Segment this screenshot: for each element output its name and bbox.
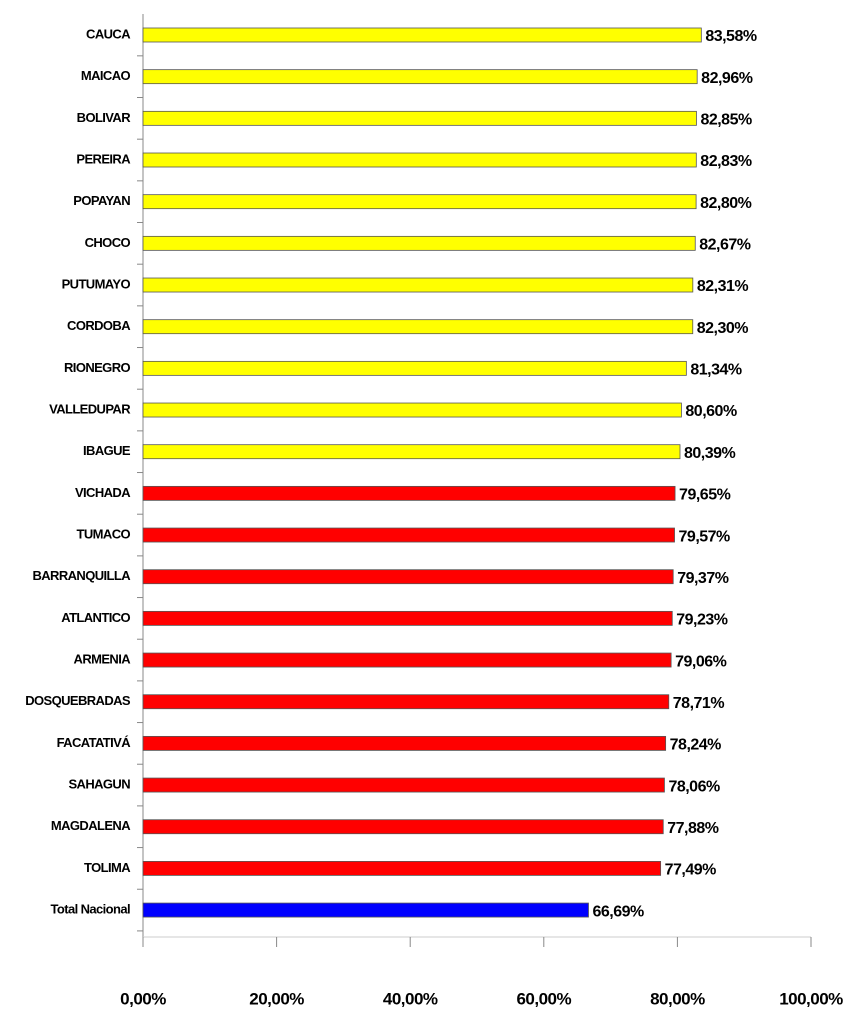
y-tick-label: POPAYAN xyxy=(73,193,130,208)
value-label: 79,37% xyxy=(677,570,729,587)
bar xyxy=(142,27,702,43)
value-label: 82,30% xyxy=(697,320,749,337)
y-tick-label: CHOCO xyxy=(85,235,131,250)
x-tick-label: 0,00% xyxy=(120,989,166,1008)
value-label: 82,80% xyxy=(700,195,752,212)
y-tick-label: ATLANTICO xyxy=(61,610,130,625)
bar xyxy=(142,694,670,710)
value-label: 77,88% xyxy=(667,820,719,837)
x-tick-label: 80,00% xyxy=(650,989,705,1008)
value-label: 82,83% xyxy=(700,153,752,170)
value-label: 82,96% xyxy=(701,70,753,87)
bar xyxy=(142,861,662,876)
y-tick-label: MAGDALENA xyxy=(51,818,131,833)
x-tick-label: 40,00% xyxy=(383,989,438,1008)
bar xyxy=(142,194,697,210)
value-label: 80,39% xyxy=(684,445,736,462)
value-label: 78,06% xyxy=(668,778,720,795)
y-tick-label: CORDOBA xyxy=(67,318,131,333)
bar xyxy=(142,277,694,293)
bar xyxy=(142,652,672,668)
value-label: 66,69% xyxy=(592,903,644,920)
y-tick-label: IBAGUE xyxy=(83,443,131,458)
y-tick-label: BARRANQUILLA xyxy=(32,568,131,583)
bar xyxy=(142,360,687,376)
bar xyxy=(142,110,697,126)
bar xyxy=(142,902,589,918)
bar xyxy=(142,819,664,835)
value-label: 82,85% xyxy=(700,112,752,129)
bar xyxy=(142,235,696,251)
value-label: 79,65% xyxy=(679,487,731,504)
value-label: 82,67% xyxy=(699,237,751,254)
bar xyxy=(142,777,665,793)
value-label: 79,23% xyxy=(676,612,728,629)
bar xyxy=(142,485,676,501)
bar xyxy=(142,402,682,418)
value-label: 83,58% xyxy=(705,28,757,45)
value-label: 78,71% xyxy=(673,695,725,712)
y-tick-label: TUMACO xyxy=(77,526,131,541)
x-tick-label: 60,00% xyxy=(516,989,571,1008)
bar xyxy=(142,569,674,585)
value-label: 82,31% xyxy=(697,278,749,295)
bar xyxy=(142,152,697,168)
y-tick-label: CAUCA xyxy=(86,26,131,41)
y-tick-label: PEREIRA xyxy=(76,151,131,166)
bar xyxy=(142,610,673,626)
y-tick-label: Total Nacional xyxy=(51,902,130,917)
value-label: 78,24% xyxy=(670,737,722,754)
y-tick-label: VICHADA xyxy=(75,485,131,500)
value-label: 77,49% xyxy=(665,862,717,879)
bar xyxy=(142,527,675,543)
value-label: 80,60% xyxy=(685,403,737,420)
y-tick-label: ARMENIA xyxy=(74,651,132,666)
y-tick-label: VALLEDUPAR xyxy=(49,401,131,416)
y-tick-label: BOLIVAR xyxy=(77,110,132,125)
y-tick-label: PUTUMAYO xyxy=(62,276,131,291)
x-tick-label: 100,00% xyxy=(779,989,843,1008)
y-tick-label: MAICAO xyxy=(81,68,131,83)
bar xyxy=(142,69,698,85)
y-tick-label: RIONEGRO xyxy=(64,360,130,375)
bar xyxy=(142,735,667,751)
value-label: 79,57% xyxy=(679,528,731,545)
value-label: 79,06% xyxy=(675,653,727,670)
y-tick-label: DOSQUEBRADAS xyxy=(25,693,131,708)
x-tick-label: 20,00% xyxy=(249,989,304,1008)
value-label: 81,34% xyxy=(690,362,742,379)
y-tick-label: SAHAGUN xyxy=(68,776,130,791)
bar xyxy=(142,319,694,335)
bar xyxy=(142,444,681,460)
y-tick-label: FACATATIVÁ xyxy=(57,735,132,750)
y-tick-label: TOLIMA xyxy=(84,860,131,875)
